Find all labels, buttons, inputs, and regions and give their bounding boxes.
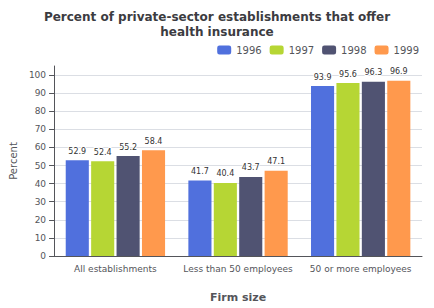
svg-text:1996: 1996 [236,45,261,56]
svg-text:10: 10 [35,233,47,243]
svg-text:20: 20 [35,215,47,225]
svg-text:70: 70 [35,124,47,134]
svg-text:All establishments: All establishments [74,264,157,274]
svg-text:1997: 1997 [289,45,314,56]
svg-text:52.9: 52.9 [68,147,86,156]
svg-text:0: 0 [40,251,46,261]
svg-text:80: 80 [35,106,47,116]
svg-text:58.4: 58.4 [145,137,163,146]
svg-text:100: 100 [29,70,46,80]
svg-text:40.4: 40.4 [216,169,234,178]
svg-text:60: 60 [35,142,47,152]
svg-text:Percent of private-sector esta: Percent of private-sector establishments… [44,10,390,24]
svg-text:Less than 50 employees: Less than 50 employees [183,264,293,274]
svg-text:50: 50 [35,161,47,171]
svg-text:43.7: 43.7 [242,163,260,172]
svg-text:90: 90 [35,88,47,98]
svg-text:Percent: Percent [8,142,19,180]
svg-text:health insurance: health insurance [160,25,274,39]
svg-text:41.7: 41.7 [191,167,209,176]
svg-text:50 or more employees: 50 or more employees [310,264,412,274]
svg-text:55.2: 55.2 [119,143,137,152]
svg-text:93.9: 93.9 [314,73,332,82]
svg-text:Firm size: Firm size [210,291,266,304]
svg-text:96.9: 96.9 [390,67,408,76]
svg-text:96.3: 96.3 [364,68,382,77]
svg-text:95.6: 95.6 [339,70,357,79]
svg-text:40: 40 [35,179,47,189]
svg-text:52.4: 52.4 [94,148,112,157]
svg-text:47.1: 47.1 [267,157,285,166]
svg-text:1999: 1999 [394,45,419,56]
svg-text:1998: 1998 [341,45,366,56]
svg-text:30: 30 [35,197,47,207]
